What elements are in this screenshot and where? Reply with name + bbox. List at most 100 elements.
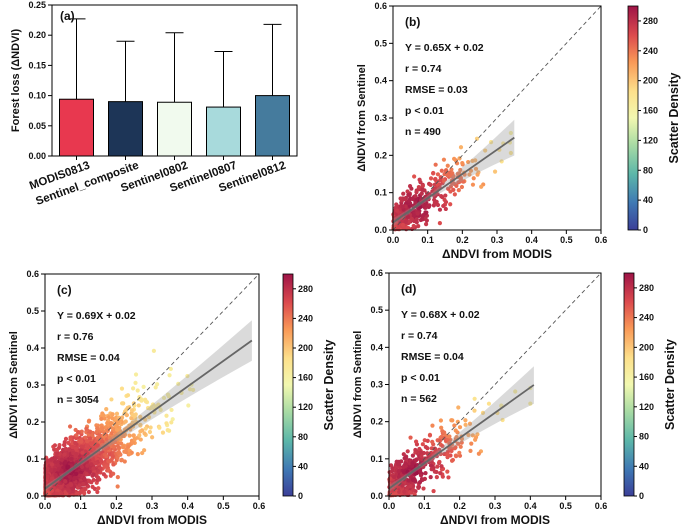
colorbar-tick-label: 280 [298, 284, 313, 294]
data-point [402, 489, 407, 494]
data-point [104, 464, 109, 469]
data-point [456, 441, 461, 446]
data-point [49, 467, 54, 473]
data-point [81, 481, 86, 486]
data-point [508, 150, 513, 156]
data-point [472, 396, 477, 401]
one-to-one-line [392, 5, 602, 231]
data-point [513, 389, 518, 394]
x-axis-title: ΔNDVI from MODIS [442, 247, 552, 261]
data-point [132, 437, 137, 442]
data-point [85, 443, 90, 448]
data-point [107, 435, 112, 441]
data-point [448, 184, 453, 189]
data-point [105, 446, 110, 451]
data-point [82, 486, 87, 491]
data-point [480, 410, 486, 415]
data-point [410, 461, 415, 466]
data-point [457, 450, 462, 455]
data-point [403, 219, 408, 224]
data-point [474, 136, 480, 141]
data-point [402, 456, 408, 461]
data-point [119, 415, 125, 420]
data-point [414, 220, 419, 225]
data-point [432, 446, 437, 451]
data-point [115, 474, 120, 480]
data-point [405, 189, 410, 194]
y-tick-label: 0.05 [28, 121, 46, 131]
data-point [169, 407, 174, 413]
data-point [396, 474, 402, 480]
y-axis-title: ΔNDVI from Sentinel [352, 331, 364, 439]
y-tick-label: 0.2 [26, 417, 39, 427]
data-point [72, 476, 77, 481]
data-point [452, 192, 457, 197]
y-axis-title: Forest loss (ΔNDVI) [10, 29, 22, 133]
data-point [95, 443, 100, 448]
data-point [131, 433, 136, 438]
data-point [460, 160, 465, 166]
data-point [437, 178, 443, 183]
data-point [114, 427, 119, 432]
data-point [450, 457, 456, 463]
data-point [429, 467, 434, 472]
x-tick-label: 0.1 [421, 235, 434, 245]
data-point [439, 464, 444, 469]
data-point [456, 180, 461, 185]
data-point [404, 225, 410, 230]
data-point [421, 486, 426, 491]
data-point [439, 425, 444, 430]
regression-line [392, 136, 515, 224]
data-point [455, 171, 460, 176]
data-point [438, 470, 443, 476]
data-point [74, 491, 80, 497]
colorbar-tick-label: 200 [298, 343, 313, 353]
data-point [98, 458, 104, 463]
data-point [448, 189, 453, 194]
bar [157, 101, 192, 157]
x-tick-label: 0.2 [110, 501, 123, 511]
data-point [116, 419, 121, 424]
data-point [77, 473, 82, 478]
panel-label: (c) [57, 283, 72, 297]
data-point [435, 172, 441, 177]
data-point [450, 418, 455, 423]
data-point [401, 464, 407, 470]
data-point [84, 426, 89, 431]
data-point [157, 425, 162, 430]
data-point [62, 452, 67, 457]
data-point [67, 424, 73, 429]
data-point [55, 491, 60, 496]
data-point [419, 191, 424, 196]
data-point [473, 166, 479, 171]
one-to-one-line [44, 273, 260, 497]
colorbar-gradient [282, 273, 294, 497]
data-point [408, 435, 413, 440]
data-point [76, 430, 81, 435]
data-point [186, 403, 191, 408]
y-tick-label: 0.1 [374, 188, 387, 198]
data-point [418, 450, 423, 455]
x-tick-label: 0.4 [525, 235, 538, 245]
colorbar-tick-label: 40 [298, 461, 308, 471]
data-point [440, 474, 445, 479]
data-point [129, 408, 135, 413]
data-point [416, 484, 422, 490]
data-point [130, 412, 135, 418]
colorbar-gradient [623, 272, 635, 497]
data-point [84, 459, 89, 464]
data-point [120, 445, 126, 450]
data-point [475, 172, 480, 177]
data-point [458, 145, 464, 150]
data-point [432, 194, 438, 199]
data-point [95, 468, 100, 473]
colorbar-tick-label: 80 [298, 432, 308, 442]
data-point [402, 196, 407, 201]
data-point [488, 140, 494, 145]
data-point [143, 397, 148, 402]
data-point [63, 479, 68, 484]
data-point [112, 444, 117, 449]
data-point [492, 169, 498, 174]
data-point [400, 483, 405, 488]
data-point [136, 403, 141, 408]
